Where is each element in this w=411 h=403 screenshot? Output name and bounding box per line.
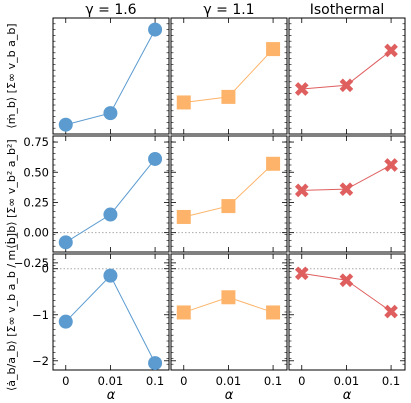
x-tick-label: 0.1 (382, 374, 400, 388)
data-point (294, 183, 309, 198)
x-axis-label: α (107, 388, 116, 403)
column-title: Isothermal (310, 2, 385, 18)
data-point (294, 82, 309, 96)
data-point (103, 106, 118, 121)
y-tick-label: 0 (42, 262, 49, 276)
y-tick-label: 0.25 (23, 195, 49, 209)
x-tick-label: 0.01 (98, 374, 124, 388)
data-point (221, 89, 236, 104)
column-title: γ = 1.1 (203, 2, 254, 18)
data-point (384, 158, 398, 172)
data-point (103, 268, 118, 283)
data-point (266, 156, 281, 171)
y-tick-label: −1 (32, 308, 49, 322)
data-point (221, 290, 236, 305)
panel-frame (288, 17, 406, 135)
data-point (266, 42, 281, 57)
data-point (221, 199, 236, 214)
data-point (384, 304, 398, 319)
data-point (176, 209, 191, 224)
data-point (58, 314, 73, 329)
panel-frame (170, 17, 288, 135)
x-tick-label: 0.01 (334, 374, 360, 388)
data-point (384, 43, 398, 58)
panel (170, 253, 288, 371)
series-line (65, 158, 156, 243)
row-ylabel: ⟨ṁ_b⟩ [Σ∞ v_b a_b] (5, 23, 18, 128)
data-point (294, 266, 309, 281)
panel (170, 135, 288, 264)
x-tick-label: 0.1 (264, 374, 282, 388)
y-tick-label: 0.50 (23, 165, 49, 179)
x-axis-label: α (343, 388, 352, 403)
data-point (58, 235, 73, 250)
data-point (176, 95, 191, 110)
data-point (339, 182, 354, 196)
column-title: γ = 1.6 (85, 2, 136, 18)
data-point (148, 356, 163, 371)
row-ylabel: ⟨L̇_b⟩ [Σ∞ v_b² a_b²] (5, 139, 18, 248)
x-tick-label: 0 (62, 374, 69, 388)
x-tick-label: 0.01 (216, 374, 242, 388)
data-point (339, 78, 354, 93)
data-point (266, 305, 281, 320)
data-point (176, 305, 191, 320)
data-point (103, 207, 118, 222)
panel (52, 253, 170, 371)
x-tick-label: 0 (180, 374, 187, 388)
data-point (58, 117, 73, 132)
panel-frame (170, 135, 288, 253)
x-tick-label: 0.1 (146, 374, 164, 388)
data-point (339, 273, 354, 288)
y-tick-label: 0.75 (23, 135, 49, 149)
x-axis-label: α (225, 388, 234, 403)
y-tick-label: −0.25 (14, 256, 49, 270)
data-point (148, 151, 163, 166)
panel (170, 17, 288, 135)
x-tick-label: 0 (298, 374, 305, 388)
panel (288, 135, 406, 264)
panel (288, 253, 406, 371)
y-tick-label: 0.00 (23, 226, 49, 240)
panel (288, 17, 406, 135)
y-tick-label: −2 (32, 354, 49, 368)
series-line (65, 274, 156, 364)
data-point (148, 22, 163, 37)
row-ylabel: ⟨ȧ_b/a_b⟩ [Σ∞ v_b a_b / m_b] (5, 233, 18, 391)
panel (52, 17, 170, 135)
panel (52, 135, 170, 264)
